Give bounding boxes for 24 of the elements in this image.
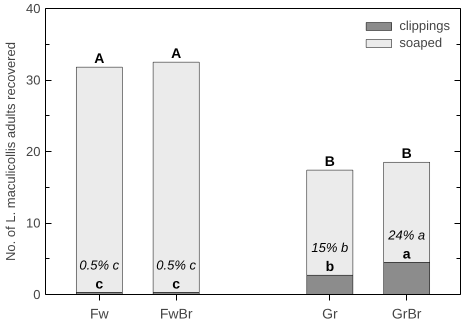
annotation: 24% a — [387, 227, 426, 242]
y-axis-title: No. of L. maculicollis adults recovered — [3, 42, 18, 261]
x-tick-label: FwBr — [160, 306, 193, 322]
y-tick-label: 20 — [26, 144, 41, 159]
y-tick-label: 10 — [26, 216, 41, 230]
annotation: B — [402, 145, 412, 162]
x-tick-label: Gr — [322, 306, 338, 322]
annotation: c — [95, 275, 104, 292]
annotation: 0.5% c — [79, 257, 120, 272]
annotation: 15% b — [311, 240, 348, 256]
y-tick-label: 0 — [33, 287, 41, 302]
x-tick-label: Fw — [90, 306, 110, 322]
legend-label: clippings — [399, 18, 450, 33]
legend-label: soaped — [399, 35, 442, 50]
annotation: 0.5% c — [156, 257, 197, 272]
x-tick-label: GrBr — [392, 306, 422, 322]
y-tick-label: 40 — [26, 1, 41, 16]
annotation: a — [402, 245, 411, 262]
annotation: c — [172, 275, 180, 292]
annotation: A — [94, 50, 104, 66]
annotation: A — [171, 45, 182, 62]
y-tick-label: 30 — [26, 72, 41, 88]
annotation: B — [324, 153, 335, 170]
annotation: b — [326, 258, 334, 274]
